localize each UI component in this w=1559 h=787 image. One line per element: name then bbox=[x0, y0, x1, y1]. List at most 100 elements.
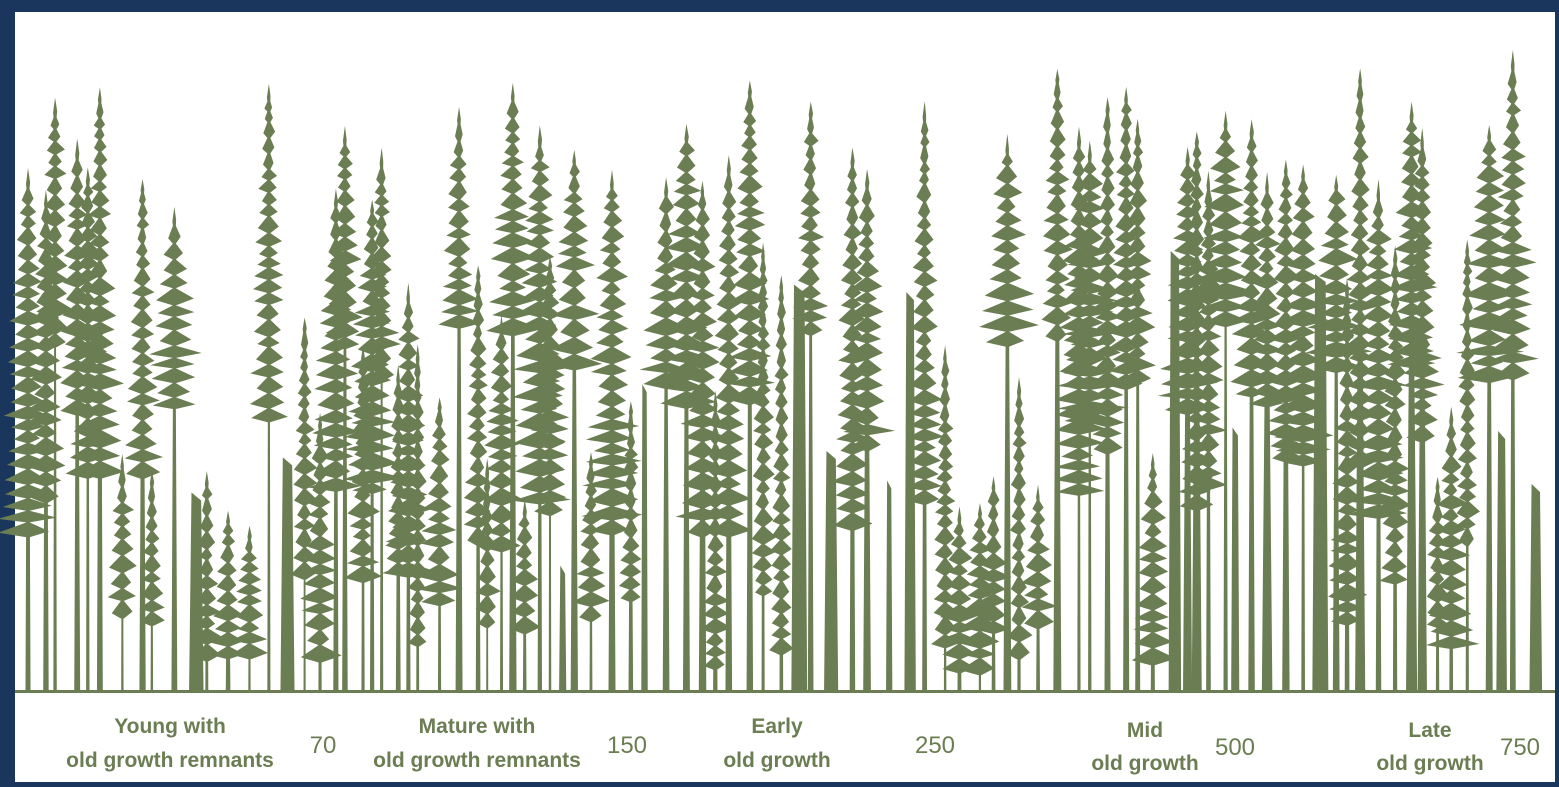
tree-trunk bbox=[74, 142, 81, 691]
tree-snag bbox=[886, 480, 893, 691]
tree-crown bbox=[308, 188, 361, 492]
tree-crown bbox=[1041, 68, 1074, 342]
tree-crown bbox=[1191, 170, 1228, 490]
tree-trunk bbox=[807, 105, 814, 692]
tree-crown bbox=[124, 179, 164, 479]
tree-trunk bbox=[455, 110, 463, 692]
tree-snag bbox=[1168, 251, 1182, 692]
tree-crown bbox=[936, 506, 980, 674]
tree-crown bbox=[463, 265, 491, 546]
tree-crown bbox=[407, 344, 430, 647]
tree-trunk bbox=[1135, 122, 1141, 691]
stage-age: 250 bbox=[915, 732, 955, 759]
tree-crown bbox=[843, 169, 896, 452]
tree-crown bbox=[107, 453, 137, 619]
trees bbox=[0, 49, 1543, 692]
stage-label: old growth bbox=[1091, 752, 1198, 775]
tree-crown bbox=[1346, 178, 1408, 519]
tree-crown bbox=[1402, 127, 1445, 443]
ground-line bbox=[15, 690, 1555, 693]
tree-crown bbox=[572, 452, 610, 622]
tree-crown bbox=[976, 476, 1012, 634]
tree-snag bbox=[641, 384, 648, 691]
stage-label: Late bbox=[1408, 719, 1451, 742]
tree-crown bbox=[530, 255, 570, 516]
tree-crown bbox=[1387, 101, 1438, 368]
tree-crown bbox=[28, 189, 66, 504]
tree-trunk bbox=[1223, 114, 1228, 691]
tree-crown bbox=[382, 282, 437, 578]
tree-snag bbox=[189, 492, 204, 691]
tree-snag bbox=[824, 450, 839, 691]
tree-crown bbox=[300, 412, 342, 663]
tree-crown bbox=[769, 275, 794, 656]
tree-crown bbox=[438, 106, 482, 329]
tree-crown bbox=[906, 101, 945, 505]
stage-label: Young with bbox=[114, 715, 226, 738]
stage-age: 150 bbox=[607, 732, 647, 759]
tree-crown bbox=[618, 401, 642, 602]
tree-crown bbox=[1344, 68, 1379, 469]
tree-crown bbox=[65, 167, 110, 479]
stage-label: old growth bbox=[1376, 752, 1483, 775]
tree-crown bbox=[708, 155, 752, 538]
tree-crown bbox=[1230, 119, 1276, 398]
tree-crown bbox=[77, 87, 125, 479]
tree-crown bbox=[1157, 146, 1218, 415]
tree-crown bbox=[1426, 406, 1480, 649]
tree-snag bbox=[904, 292, 916, 691]
tree-crown bbox=[482, 314, 522, 553]
tree-crown bbox=[1178, 131, 1216, 511]
tree-trunk bbox=[509, 86, 517, 691]
tree-trunk bbox=[342, 129, 348, 691]
tree-crown bbox=[36, 97, 74, 348]
tree-crown bbox=[979, 133, 1039, 347]
tree-snag bbox=[1529, 483, 1543, 691]
stage-label: Mature with bbox=[419, 715, 536, 738]
tree-trunk bbox=[1003, 137, 1012, 691]
tree-crown bbox=[931, 345, 961, 649]
tree-crown bbox=[1056, 140, 1130, 425]
tree-crown bbox=[792, 101, 829, 336]
tree-crown bbox=[549, 149, 603, 371]
tree-trunk bbox=[682, 127, 690, 692]
tree-trunk bbox=[1123, 90, 1130, 692]
stage-label: old growth bbox=[723, 749, 830, 772]
tree-crown bbox=[1131, 453, 1176, 666]
tree-trunk bbox=[171, 210, 178, 692]
tree-crown bbox=[1379, 245, 1411, 585]
tree-trunk bbox=[1248, 123, 1255, 691]
tree-crown bbox=[209, 510, 244, 660]
tree-trunk bbox=[662, 181, 670, 692]
tree-crown bbox=[1456, 239, 1481, 547]
stage-age: 750 bbox=[1500, 734, 1540, 761]
stage-label: Mid bbox=[1127, 719, 1163, 742]
tree-crown bbox=[290, 317, 318, 580]
tree-snag bbox=[559, 565, 567, 691]
tree-crown bbox=[249, 83, 288, 423]
tree-crown bbox=[0, 168, 57, 538]
tree-crown bbox=[660, 123, 717, 409]
tree-crown bbox=[1426, 476, 1449, 628]
tree-crown bbox=[416, 397, 463, 606]
tree-trunk bbox=[1053, 72, 1062, 692]
tree-crown bbox=[385, 364, 413, 574]
tree-crown bbox=[639, 177, 693, 389]
tree-snag bbox=[1312, 273, 1329, 691]
tree-crown bbox=[675, 180, 730, 538]
stage-age: 70 bbox=[310, 732, 337, 759]
tree-crown bbox=[191, 471, 224, 662]
tree-trunk bbox=[570, 153, 578, 691]
tree-crown bbox=[475, 458, 501, 628]
tree-trunk bbox=[380, 151, 384, 692]
tree-trunk bbox=[1485, 128, 1493, 692]
tree-crown bbox=[325, 125, 363, 349]
tree-crown bbox=[726, 80, 776, 405]
tree-trunk bbox=[1183, 150, 1193, 692]
tree-crown bbox=[364, 147, 401, 382]
stage-label: Early bbox=[751, 715, 803, 738]
tree-crown bbox=[959, 503, 1000, 676]
tree-crown bbox=[751, 242, 777, 596]
